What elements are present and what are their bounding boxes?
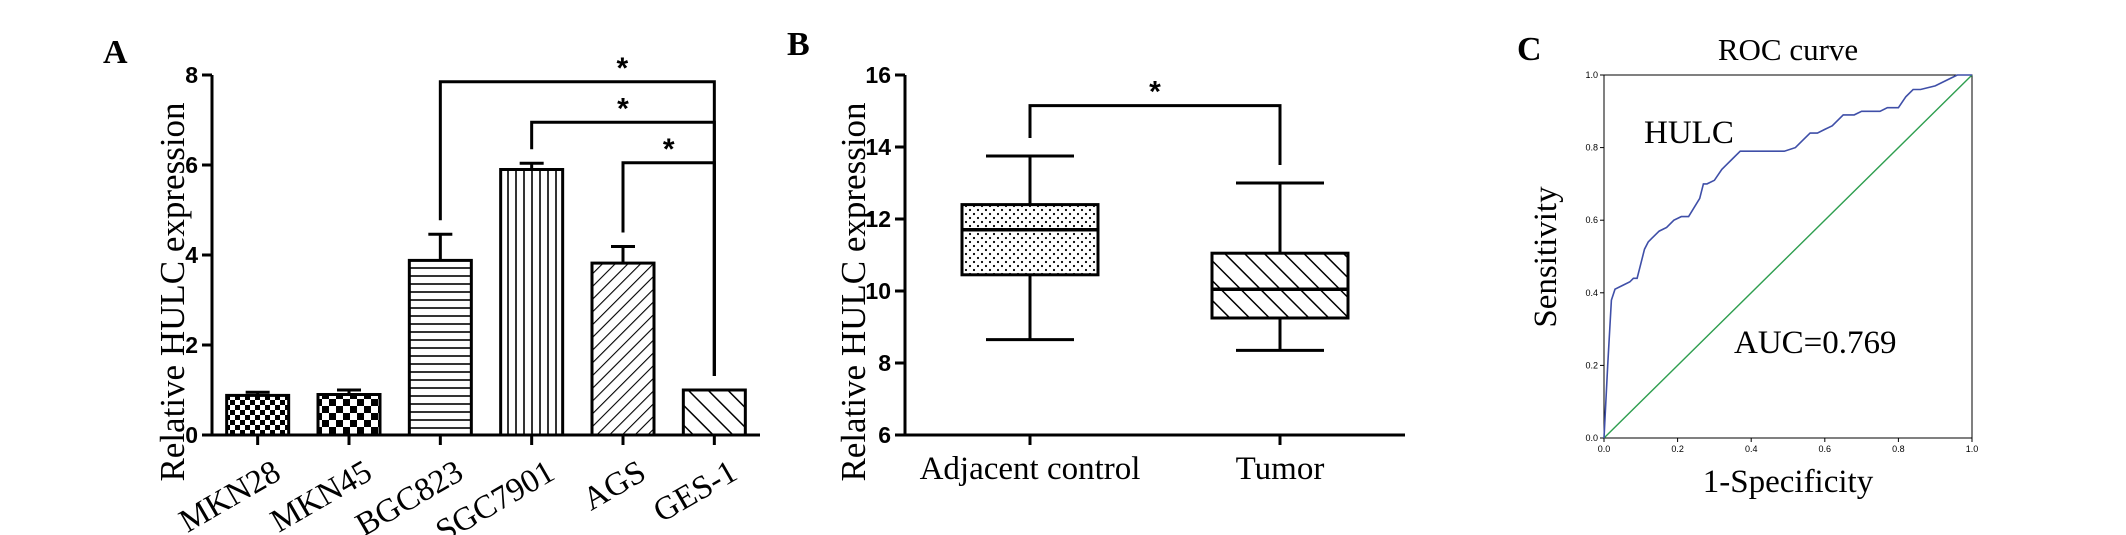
significance-a: * * *	[438, 52, 716, 376]
roc-lines	[1603, 74, 1973, 439]
y-tick-label-a: 6	[185, 152, 198, 178]
roc-title: ROC curve	[1718, 32, 1858, 67]
box	[960, 203, 1100, 277]
auc-annotation: AUC=0.769	[1734, 325, 1897, 361]
significance-b: *	[1028, 76, 1282, 165]
bar	[225, 393, 291, 437]
ylabel-b: Relative HULC expression	[834, 102, 873, 481]
roc-x-tick-label: 0.2	[1671, 444, 1684, 454]
roc-y-tick-label: 0.0	[1585, 433, 1598, 443]
ylabel-a: Relative HULC expression	[153, 102, 192, 481]
roc-plot-frame	[1603, 74, 1973, 439]
roc-x-tick-label: 0.6	[1819, 444, 1832, 454]
category-label-a: AGS	[577, 454, 652, 518]
significance-star: *	[616, 52, 628, 85]
bars-a	[225, 161, 747, 437]
roc-y-tick-label: 0.6	[1585, 215, 1598, 225]
bar	[590, 261, 656, 437]
y-tick-label-b: 16	[865, 62, 891, 88]
y-tick-label-b: 14	[865, 134, 891, 160]
significance-bracket	[438, 80, 716, 376]
box	[1210, 251, 1350, 320]
bar	[499, 168, 565, 437]
boxes-b	[960, 154, 1350, 352]
y-tick-label-a: 8	[185, 62, 198, 88]
roc-y-tick-label: 0.8	[1585, 143, 1598, 153]
y-tick-label-b: 6	[878, 422, 891, 448]
significance-star: *	[663, 133, 675, 166]
panel-letter-b: B	[787, 26, 810, 63]
bar	[407, 258, 473, 437]
panel-letter-a: A	[103, 34, 128, 71]
roc-x-tick-label: 0.8	[1892, 444, 1905, 454]
roc-axes: 0.0 0.2 0.4 0.6 0.8 1.0 0.0 0.2 0.4 0.6 0.8 1.0	[1585, 70, 1978, 454]
significance-star: *	[1149, 76, 1161, 109]
significance-bracket	[621, 161, 716, 376]
y-tick-label-a: 0	[185, 422, 198, 448]
y-axis-a: 0 2 4 6 8	[185, 62, 760, 448]
roc-y-tick-label: 0.2	[1585, 360, 1598, 370]
roc-series-label: HULC	[1644, 115, 1734, 151]
y-tick-label-b: 12	[865, 206, 891, 232]
significance-star: *	[617, 92, 629, 125]
roc-curve-line	[1603, 74, 1972, 439]
reference-diagonal-line	[1603, 74, 1973, 439]
roc-x-tick-label: 0.0	[1598, 444, 1611, 454]
category-label-b: Tumor	[1236, 451, 1325, 487]
box-chart-panel-b: Relative HULC expression 6 8 10 12 14 16 * Ad…	[834, 62, 1405, 487]
roc-y-tick-label: 1.0	[1585, 70, 1598, 80]
bar	[681, 388, 747, 437]
y-tick-label-a: 4	[185, 242, 198, 268]
y-tick-label-b: 8	[878, 350, 891, 376]
category-label-b: Adjacent control	[920, 451, 1141, 487]
roc-x-tick-label: 1.0	[1966, 444, 1979, 454]
roc-chart-panel-c: ROC curve 0.0 0.2 0.4 0.6 0.8 1.0 0.0 0.2 0.4 0.6…	[1528, 32, 1978, 500]
y-tick-label-a: 2	[185, 332, 198, 358]
y-tick-label-b: 10	[865, 278, 891, 304]
roc-x-tick-label: 0.4	[1745, 444, 1758, 454]
panel-letter-c: C	[1517, 31, 1542, 68]
y-axis-b: 6 8 10 12 14 16	[865, 62, 1405, 448]
bar-chart-panel-a: Relative HULC expression 0 2 4 6 8 * * * MKN28…	[153, 52, 760, 535]
roc-y-tick-label: 0.4	[1585, 288, 1598, 298]
roc-xlabel: 1-Specificity	[1703, 464, 1874, 500]
roc-ylabel: Sensitivity	[1528, 186, 1564, 328]
significance-bracket	[1028, 104, 1282, 165]
x-axis-b: Adjacent control Tumor	[920, 435, 1325, 487]
bar	[316, 393, 382, 437]
category-label-a: GES-1	[648, 454, 744, 530]
